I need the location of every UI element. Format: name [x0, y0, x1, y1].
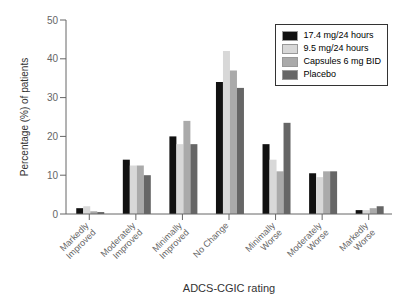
svg-text:MarkedlyImproved: MarkedlyImproved [57, 220, 98, 261]
svg-text:10: 10 [47, 170, 59, 181]
svg-text:MinimallyImproved: MinimallyImproved [150, 220, 191, 261]
svg-text:No Change: No Change [191, 220, 230, 259]
svg-text:Percentage (%) of patients: Percentage (%) of patients [19, 58, 30, 176]
svg-text:MinimallyWorse: MinimallyWorse [243, 220, 284, 261]
html-text:9.5 mg/24 hours: 9.5 mg/24 hours [303, 43, 369, 53]
html-text:Placebo: Placebo [303, 69, 336, 79]
svg-text:30: 30 [47, 92, 59, 103]
html-text:17.4 mg/24 hours: 17.4 mg/24 hours [303, 30, 374, 40]
svg-text:ModeratelyImproved: ModeratelyImproved [99, 220, 145, 266]
svg-text:ModeratelyWorse: ModeratelyWorse [285, 220, 331, 266]
svg-text:40: 40 [47, 53, 59, 64]
svg-text:0: 0 [52, 209, 58, 220]
svg-text:50: 50 [47, 15, 59, 26]
svg-text:20: 20 [47, 131, 59, 142]
html-text:Capsules 6 mg BID: Capsules 6 mg BID [303, 56, 381, 66]
svg-text:ADCS-CGIC rating: ADCS-CGIC rating [183, 282, 275, 294]
svg-text:MarkedlyWorse: MarkedlyWorse [337, 220, 377, 260]
